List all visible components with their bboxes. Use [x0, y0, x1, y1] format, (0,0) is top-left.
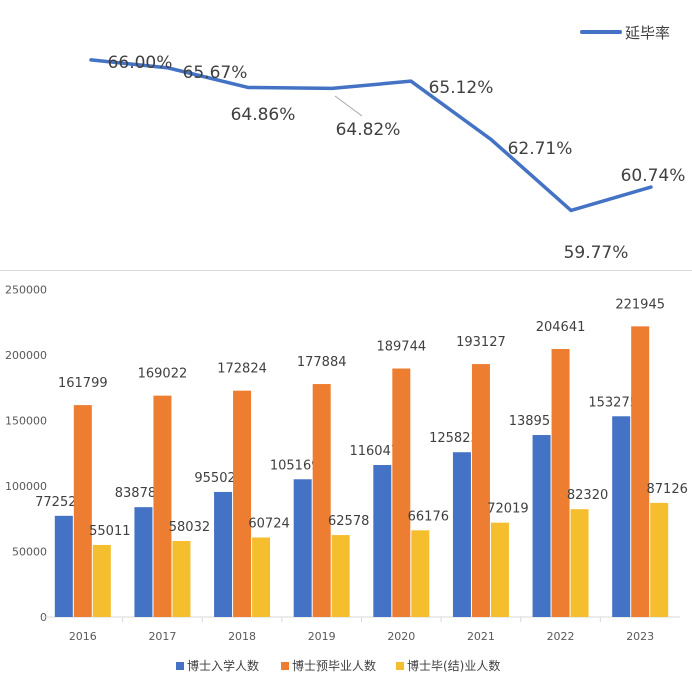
bar [373, 465, 392, 617]
bar-data-label: 60724 [248, 516, 289, 531]
x-tick-label: 2016 [69, 630, 97, 643]
bar [551, 349, 570, 617]
y-tick-label: 250000 [5, 284, 47, 297]
x-tick-label: 2019 [308, 630, 336, 643]
bar [331, 535, 350, 617]
bar [252, 537, 271, 617]
bar [134, 507, 153, 617]
rate-data-label: 62.71% [508, 139, 573, 159]
y-tick-label: 50000 [12, 546, 47, 559]
bar [233, 390, 252, 617]
y-tick-label: 150000 [5, 415, 47, 428]
bar-data-label: 193127 [456, 335, 506, 350]
bar [411, 530, 430, 617]
rate-data-label: 65.12% [429, 78, 494, 98]
bar-data-label: 125823 [429, 431, 479, 446]
x-tick-label: 2022 [547, 630, 575, 643]
bar [54, 515, 73, 617]
bar [532, 435, 551, 617]
rate-data-label: 65.67% [183, 63, 248, 83]
x-tick-label: 2018 [228, 630, 256, 643]
bar [293, 479, 312, 617]
bar-data-label: 204641 [536, 320, 586, 335]
bar-data-label: 153275 [588, 395, 638, 410]
bar [214, 491, 233, 617]
bar [73, 405, 92, 617]
legend-label: 博士毕(结)业人数 [407, 658, 500, 673]
bar-data-label: 105169 [270, 458, 320, 473]
x-tick-label: 2017 [148, 630, 176, 643]
bar-data-label: 77252 [35, 495, 76, 510]
bar [172, 541, 191, 617]
rate-data-label: 64.82% [336, 120, 401, 140]
chart-divider [0, 270, 692, 271]
legend-swatch [176, 662, 184, 670]
legend-label: 博士入学人数 [187, 658, 259, 673]
rate-data-label: 60.74% [621, 166, 686, 186]
bar [650, 502, 669, 617]
bar-data-label: 87126 [647, 482, 688, 497]
bar-data-label: 161799 [58, 376, 108, 391]
bar [570, 509, 589, 617]
bar-data-label: 138951 [509, 414, 559, 429]
bar-data-label: 95502 [194, 471, 235, 486]
legend-label: 博士预毕业人数 [292, 658, 376, 673]
bar-data-label: 172824 [217, 362, 267, 377]
x-tick-label: 2023 [626, 630, 654, 643]
bar-data-label: 55011 [89, 524, 130, 539]
rate-line [89, 58, 653, 213]
legend-swatch [281, 662, 289, 670]
bar [612, 416, 631, 617]
bar [490, 522, 509, 617]
bar-data-label: 82320 [567, 488, 608, 503]
rate-label-leader [334, 95, 363, 117]
rate-data-label: 66.00% [108, 53, 173, 73]
legend-line-label: 延毕率 [625, 24, 670, 42]
bar [471, 364, 490, 617]
rate-data-label: 64.86% [231, 105, 296, 125]
y-tick-label: 200000 [5, 349, 47, 362]
bar [392, 368, 411, 617]
bar-data-label: 116047 [349, 444, 399, 459]
bar-data-label: 72019 [487, 502, 528, 517]
rate-data-label: 59.77% [564, 243, 629, 263]
bar-data-label: 189744 [376, 340, 426, 355]
bar-data-label: 221945 [615, 297, 665, 312]
bar-data-label: 62578 [328, 514, 369, 529]
x-tick-label: 2021 [467, 630, 495, 643]
bar-data-label: 66176 [408, 509, 449, 524]
bar [92, 544, 111, 617]
bar-data-label: 177884 [297, 355, 347, 370]
legend-swatch [396, 662, 404, 670]
bar-data-label: 58032 [169, 520, 210, 535]
y-tick-label: 100000 [5, 480, 47, 493]
bar [312, 384, 331, 617]
bar-data-label: 83878 [115, 486, 156, 501]
bar [452, 452, 471, 617]
bar [631, 326, 650, 617]
bar-data-label: 169022 [138, 367, 188, 382]
x-tick-label: 2020 [387, 630, 415, 643]
bar [153, 395, 172, 617]
